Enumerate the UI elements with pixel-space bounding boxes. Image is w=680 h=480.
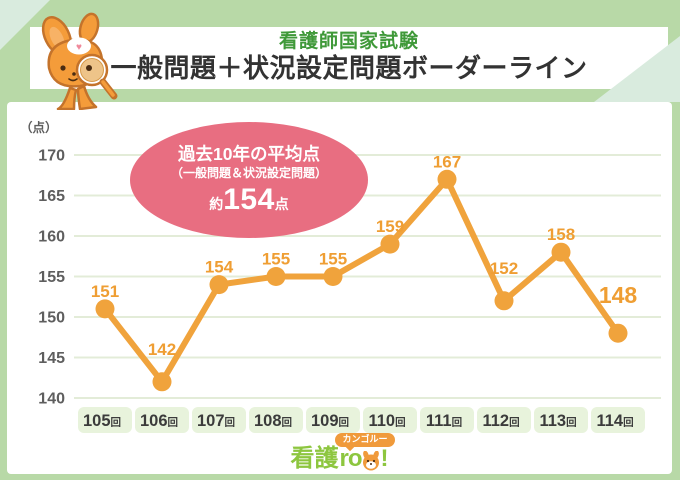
x-category-pill	[192, 407, 246, 433]
x-category-pill	[477, 407, 531, 433]
x-category-label: 112回	[482, 412, 519, 430]
data-point-value-label: 154	[205, 258, 234, 277]
x-category-pill	[534, 407, 588, 433]
y-tick-label: 140	[38, 391, 65, 408]
y-tick-label: 150	[38, 310, 65, 327]
data-point-value-label: 142	[148, 340, 176, 359]
y-tick-label: 160	[38, 229, 65, 246]
callout-subtitle: （一般問題＆状況設定問題）	[170, 166, 327, 181]
data-point	[152, 372, 172, 392]
y-axis-unit-label: （点）	[20, 120, 58, 135]
x-category-label: 108回	[254, 412, 292, 430]
x-category-label: 110回	[368, 412, 405, 430]
callout-value: 約154点	[209, 182, 289, 216]
logo-exclaim: !	[380, 445, 389, 472]
x-category-label: 106回	[140, 412, 178, 430]
x-category-label: 109回	[311, 412, 349, 430]
data-point	[437, 169, 457, 189]
y-tick-label: 165	[38, 188, 65, 205]
x-category-pill	[78, 407, 132, 433]
data-point-value-label: 151	[91, 282, 119, 301]
x-category-pill	[420, 407, 474, 433]
x-category-pill	[249, 407, 303, 433]
header-card: 看護師国家試験 一般問題＋状況設定問題ボーダーライン	[30, 27, 668, 89]
heart-icon: ♥	[76, 42, 82, 53]
kango-roo-logo: カンゴルー 看護 ro !	[7, 429, 672, 471]
header-subtitle: 看護師国家試験	[278, 31, 419, 53]
x-category-label: 105回	[83, 412, 121, 430]
x-category-pill	[363, 407, 417, 433]
data-point-value-label: 152	[490, 259, 518, 278]
data-point-value-label: 167	[433, 152, 461, 171]
data-point	[551, 242, 571, 262]
chart-card: 140 145 150 155 160 165 170 （点） 105回 106回 107回 108回…	[7, 102, 672, 474]
x-category-label: 107回	[197, 412, 235, 430]
data-point	[209, 275, 229, 295]
x-category-label: 111回	[426, 412, 462, 430]
y-tick-label: 170	[38, 148, 65, 165]
data-line	[102, 176, 621, 385]
logo-kanji: 看護	[290, 445, 339, 472]
kangaroo-face-icon	[362, 451, 379, 471]
x-category-label: 114回	[596, 412, 633, 430]
data-point-value-label: 158	[547, 225, 575, 244]
average-callout: 過去10年の平均点 （一般問題＆状況設定問題） 約154点	[130, 122, 368, 238]
data-point	[266, 267, 286, 286]
data-point	[95, 299, 115, 319]
logo-bubble: カンゴルー	[335, 433, 395, 447]
page-title: 一般問題＋状況設定問題ボーダーライン	[110, 53, 588, 84]
x-category-pill	[135, 407, 189, 433]
data-point	[323, 267, 343, 286]
y-tick-label: 145	[38, 350, 65, 367]
corner-accent-bottom-right-icon	[594, 36, 680, 102]
data-point-value-label: 148	[599, 282, 638, 308]
data-point-value-label: 155	[319, 250, 347, 269]
callout-title: 過去10年の平均点	[178, 144, 320, 165]
x-category-pill	[306, 407, 360, 433]
header: 看護師国家試験 一般問題＋状況設定問題ボーダーライン ♥	[0, 0, 680, 110]
data-point	[380, 234, 400, 254]
kangaroo-mascot-icon: ♥	[41, 12, 118, 110]
data-point	[494, 291, 514, 311]
logo-latin: ro	[339, 445, 363, 472]
x-category-label: 113回	[539, 412, 576, 430]
data-point-value-label: 155	[262, 250, 290, 269]
x-category-pill	[591, 407, 645, 433]
corner-accent-top-left-icon	[0, 0, 50, 50]
data-point	[608, 323, 628, 343]
y-tick-label: 155	[38, 269, 65, 286]
data-point-value-label: 159	[376, 217, 404, 236]
